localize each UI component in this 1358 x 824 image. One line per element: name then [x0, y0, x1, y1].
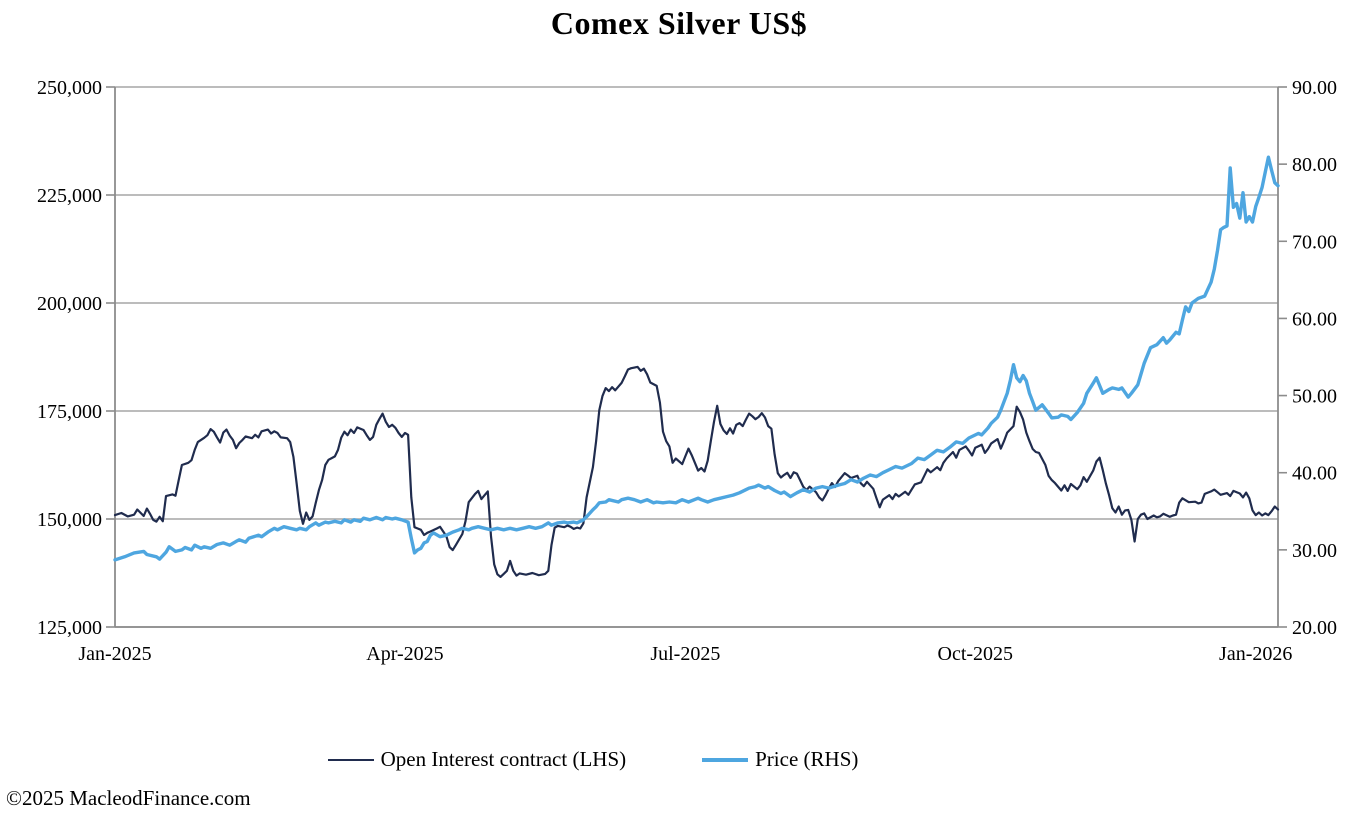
right-axis-label: 80.00 [1292, 154, 1337, 176]
right-axis-label: 30.00 [1292, 540, 1337, 562]
legend-line-sample-open-interest [327, 758, 374, 761]
right-axis-label: 50.00 [1292, 386, 1337, 408]
left-axis-label: 250,000 [37, 77, 102, 99]
left-axis-label: 125,000 [37, 617, 102, 639]
left-axis-label: 175,000 [37, 401, 102, 423]
series-price-line [113, 155, 1280, 562]
right-axis-label: 40.00 [1292, 463, 1337, 485]
left-axis-label: 150,000 [37, 509, 102, 531]
right-axis-label: 70.00 [1292, 231, 1337, 253]
legend-label-open-interest: Open Interest contract (LHS) [380, 747, 627, 771]
legend-item-price: Price (RHS) [702, 747, 858, 772]
right-axis-label: 20.00 [1292, 617, 1337, 639]
legend-label-price: Price (RHS) [755, 747, 859, 771]
legend-line-sample-price [702, 757, 749, 762]
legend-item-open-interest: Open Interest contract (LHS) [327, 747, 627, 772]
x-axis-label: Jul-2025 [650, 643, 720, 665]
x-axis-label: Jan-2026 [1219, 643, 1292, 665]
right-axis-label: 60.00 [1292, 308, 1337, 330]
x-axis-label: Apr-2025 [366, 643, 443, 665]
left-axis-label: 225,000 [37, 185, 102, 207]
chart-title: Comex Silver US$ [550, 5, 808, 41]
left-axis-label: 200,000 [37, 293, 102, 315]
x-axis-label: Oct-2025 [938, 643, 1014, 665]
right-axis-label: 90.00 [1292, 77, 1337, 99]
series-open-interest-line [113, 365, 1280, 579]
footer-copyright: ©2025 MacleodFinance.com [6, 786, 251, 810]
x-axis-label: Jan-2025 [78, 643, 151, 665]
legend: Open Interest contract (LHS) Price (RHS) [0, 747, 1272, 772]
